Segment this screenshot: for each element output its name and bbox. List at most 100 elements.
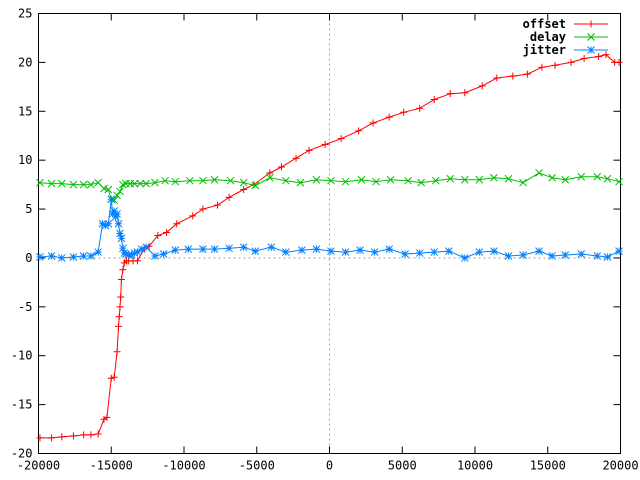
- x-tick-label: -10000: [162, 459, 205, 473]
- x-tick-label: -5000: [239, 459, 275, 473]
- data-point-offset: [115, 313, 123, 321]
- y-tick-label: 0: [25, 251, 32, 265]
- data-point-jitter: [133, 248, 142, 256]
- data-point-offset: [595, 53, 603, 61]
- data-point-delay: [460, 175, 469, 184]
- x-tick-label: -20000: [17, 459, 60, 473]
- x-tick-label: 10000: [457, 459, 493, 473]
- data-point-delay: [535, 169, 543, 177]
- data-point-jitter: [561, 251, 570, 259]
- data-point-offset: [385, 113, 393, 121]
- data-point-offset: [116, 303, 124, 311]
- data-point-delay: [142, 179, 151, 188]
- data-point-offset: [266, 169, 274, 177]
- data-point-offset: [113, 348, 121, 356]
- data-point-offset: [117, 275, 125, 283]
- data-point-offset: [133, 257, 141, 265]
- y-tick-label: 25: [18, 7, 32, 21]
- data-point-delay: [312, 175, 321, 184]
- data-point-jitter: [239, 243, 248, 252]
- data-point-delay: [87, 180, 95, 189]
- legend-label-jitter: jitter: [523, 43, 566, 57]
- data-point-delay: [341, 177, 350, 186]
- data-point-jitter: [107, 195, 116, 204]
- data-point-delay: [119, 180, 127, 189]
- data-point-jitter: [184, 245, 193, 253]
- data-point-offset: [115, 322, 123, 330]
- data-point-delay: [327, 176, 335, 185]
- data-point-delay: [210, 175, 219, 184]
- data-point-jitter: [98, 219, 107, 228]
- data-point-delay: [296, 178, 305, 187]
- y-tick-label: -5: [18, 300, 32, 314]
- data-point-delay: [94, 178, 103, 187]
- data-point-jitter: [210, 245, 219, 253]
- data-point-offset: [154, 231, 162, 239]
- data-point-jitter: [327, 247, 335, 255]
- data-point-offset: [580, 54, 588, 62]
- data-point-offset: [103, 413, 111, 421]
- data-point-jitter: [159, 250, 168, 258]
- data-point-offset: [305, 146, 313, 154]
- data-point-offset: [48, 434, 56, 442]
- data-point-delay: [577, 172, 586, 181]
- data-point-offset: [509, 72, 517, 80]
- data-point-offset: [493, 74, 501, 82]
- data-point-offset: [173, 220, 181, 228]
- data-point-jitter: [281, 248, 290, 256]
- legend-marker-offset: [587, 20, 595, 28]
- y-tick-label: 20: [18, 55, 32, 69]
- data-point-delay: [136, 179, 145, 188]
- data-point-jitter: [593, 252, 602, 260]
- legend-label-delay: delay: [530, 30, 566, 44]
- data-point-jitter: [127, 251, 136, 259]
- data-point-delay: [603, 174, 612, 183]
- data-point-offset: [199, 205, 207, 213]
- data-point-jitter: [298, 246, 306, 254]
- data-point-offset: [110, 373, 118, 381]
- data-point-offset: [478, 82, 486, 90]
- data-point-delay: [490, 173, 498, 182]
- series-layer: [36, 51, 623, 442]
- data-point-delay: [47, 179, 56, 188]
- data-point-jitter: [79, 252, 88, 260]
- data-point-delay: [239, 178, 248, 187]
- data-point-jitter: [444, 247, 453, 255]
- data-point-delay: [226, 176, 235, 185]
- data-point-delay: [519, 178, 527, 187]
- data-point-delay: [199, 176, 207, 185]
- data-point-delay: [281, 176, 290, 185]
- data-point-jitter: [104, 219, 113, 228]
- data-point-offset: [321, 141, 329, 149]
- data-point-jitter: [225, 244, 233, 253]
- data-point-offset: [430, 96, 438, 104]
- data-point-jitter: [267, 243, 276, 252]
- data-point-jitter: [130, 249, 139, 257]
- data-point-jitter: [151, 252, 159, 260]
- data-point-offset: [163, 229, 171, 237]
- x-tick-label: 20000: [602, 459, 638, 473]
- data-point-jitter: [116, 229, 124, 238]
- data-point-offset: [292, 154, 300, 162]
- data-point-delay: [185, 176, 194, 185]
- data-point-jitter: [121, 250, 130, 258]
- data-point-offset: [213, 201, 221, 209]
- data-point-jitter: [519, 251, 527, 259]
- data-point-offset: [337, 135, 345, 143]
- data-point-jitter: [57, 254, 66, 262]
- data-point-offset: [446, 90, 454, 98]
- data-point-jitter: [401, 250, 410, 258]
- data-point-jitter: [370, 248, 379, 256]
- y-tick-label: -20: [11, 447, 33, 461]
- data-point-jitter: [312, 245, 321, 253]
- data-point-jitter: [415, 249, 424, 257]
- data-point-delay: [130, 179, 139, 188]
- data-point-offset: [80, 431, 88, 439]
- data-point-jitter: [119, 244, 127, 253]
- data-point-jitter: [615, 247, 623, 255]
- data-point-offset: [189, 212, 197, 220]
- data-point-jitter: [171, 246, 180, 254]
- series-delay: [36, 169, 623, 205]
- data-point-offset: [538, 63, 546, 71]
